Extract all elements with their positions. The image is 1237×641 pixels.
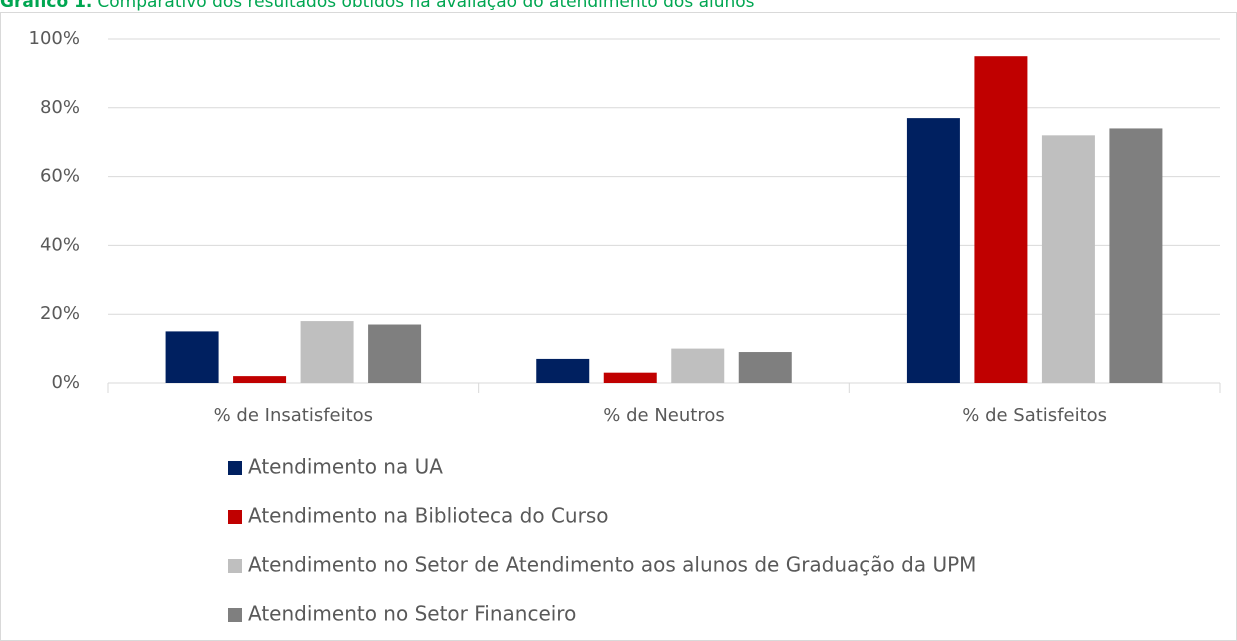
chart-title: Gráfico 1. Comparativo dos resultados obt… [0, 0, 755, 12]
y-tick-label: 60% [40, 166, 80, 187]
bar [1109, 128, 1163, 383]
bar [536, 358, 590, 383]
legend-label: Atendimento na Biblioteca do Curso [248, 504, 608, 528]
y-tick-label: 20% [40, 303, 80, 324]
chart-frame [0, 12, 1237, 641]
bar [165, 331, 219, 383]
legend-label: Atendimento na UA [248, 455, 443, 479]
legend-swatch [228, 608, 242, 622]
bar [603, 372, 657, 383]
legend-label: Atendimento no Setor Financeiro [248, 602, 576, 626]
y-tick-label: 100% [29, 28, 80, 49]
bar [300, 321, 354, 383]
x-tick-label: % de Insatisfeitos [214, 405, 373, 426]
bar [974, 56, 1028, 383]
x-tick-label: % de Neutros [603, 405, 724, 426]
bar [906, 118, 960, 384]
bar [233, 376, 287, 383]
y-tick-label: 40% [40, 234, 80, 255]
bar [671, 348, 725, 383]
x-tick-label: % de Satisfeitos [962, 405, 1107, 426]
legend-swatch [228, 559, 242, 573]
bar [1041, 135, 1095, 383]
legend-swatch [228, 510, 242, 524]
bar [368, 324, 422, 383]
bar [738, 352, 792, 383]
legend-label: Atendimento no Setor de Atendimento aos … [248, 553, 976, 577]
y-tick-label: 80% [40, 97, 80, 118]
legend-swatch [228, 461, 242, 475]
y-tick-label: 0% [51, 372, 80, 393]
